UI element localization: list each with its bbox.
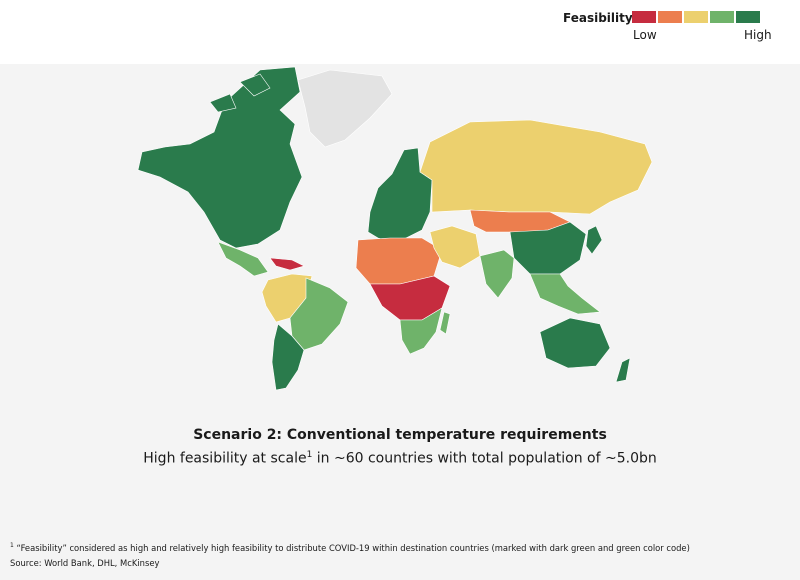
region-north-america	[137, 66, 303, 249]
footnote-marker: 1	[10, 542, 14, 549]
legend-high-label: High	[744, 28, 772, 42]
region-madagascar	[439, 311, 451, 335]
legend-low-label: Low	[633, 28, 657, 42]
region-australia	[539, 317, 611, 369]
region-india	[479, 249, 515, 299]
region-greenland	[297, 69, 393, 148]
region-russia	[419, 119, 653, 215]
header-band	[0, 0, 800, 64]
region-southeast-asia	[529, 273, 601, 315]
legend-scale	[632, 11, 760, 23]
region-southern-africa	[399, 307, 443, 355]
feasibility-legend: Feasibility Low High	[563, 10, 778, 44]
subtitle-footnote-marker: 1	[306, 450, 313, 460]
region-mexico	[217, 241, 269, 277]
region-brazil	[289, 277, 349, 351]
footnote: 1 “Feasibility” considered as high and r…	[10, 542, 690, 553]
legend-swatch-low-medium	[658, 11, 682, 23]
footnote-text: “Feasibility” considered as high and rel…	[13, 542, 690, 553]
subtitle-pre: High feasibility at scale	[143, 450, 307, 467]
legend-swatch-medium-high	[710, 11, 734, 23]
region-new-zealand	[615, 357, 631, 383]
legend-swatch-medium	[684, 11, 708, 23]
world-map	[130, 62, 660, 392]
region-arctic-islands	[209, 73, 271, 113]
region-europe	[367, 147, 433, 243]
region-china	[509, 221, 587, 275]
chart-title: Scenario 2: Conventional temperature req…	[193, 427, 607, 443]
subtitle-post: in ~60 countries with total population o…	[312, 450, 657, 467]
legend-title: Feasibility	[563, 11, 633, 25]
legend-swatch-high	[736, 11, 760, 23]
world-map-svg	[137, 66, 653, 391]
legend-swatch-low	[632, 11, 656, 23]
region-japan	[585, 225, 603, 255]
region-southern-south-america	[271, 323, 305, 391]
source-note: Source: World Bank, DHL, McKinsey	[10, 558, 160, 568]
chart-subtitle: High feasibility at scale1 in ~60 countr…	[0, 450, 800, 467]
region-caribbean	[269, 257, 305, 271]
region-middle-east	[429, 225, 481, 269]
